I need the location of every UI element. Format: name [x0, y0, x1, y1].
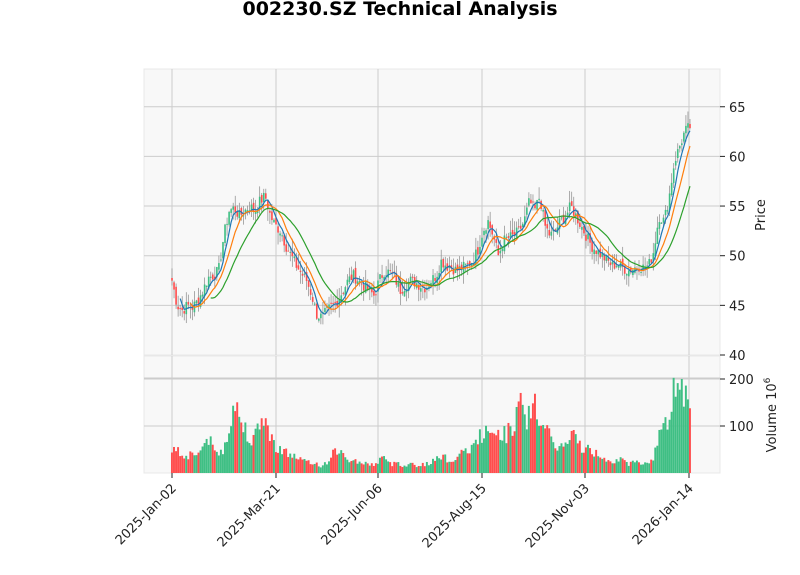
- x-tick-label: 2026-Jan-14: [630, 481, 697, 548]
- volume-panel: 100 200: [143, 355, 754, 474]
- price-tick-label: 65: [729, 101, 746, 116]
- x-tick-label: 2025-Jun-06: [319, 481, 386, 548]
- volume-axis-label: Volume 106: [763, 377, 780, 452]
- x-tick-label: 2025-Jan-02: [113, 481, 180, 548]
- x-tick-label: 2025-Aug-15: [420, 481, 490, 551]
- price-tick-label: 50: [729, 250, 746, 265]
- price-tick-label: 45: [729, 299, 746, 314]
- price-panel: 40 45 50 55 60 65: [143, 68, 746, 364]
- x-tick-label: 2025-Mar-21: [215, 481, 284, 550]
- volume-tick-label: 100: [729, 420, 754, 435]
- chart-title: 002230.SZ Technical Analysis: [242, 0, 558, 20]
- x-tick-label: 2025-Nov-03: [523, 481, 593, 551]
- x-axis: 2025-Jan-02 2025-Mar-21 2025-Jun-06 2025-Au…: [113, 473, 697, 551]
- price-tick-label: 55: [729, 200, 746, 215]
- volume-tick-label: 200: [729, 373, 754, 388]
- price-tick-label: 40: [729, 349, 746, 364]
- volume-label-text: Volume 10: [765, 383, 780, 452]
- volume-label-exponent: 6: [763, 377, 773, 383]
- price-tick-label: 60: [729, 150, 746, 165]
- price-axis-label: Price: [754, 199, 769, 231]
